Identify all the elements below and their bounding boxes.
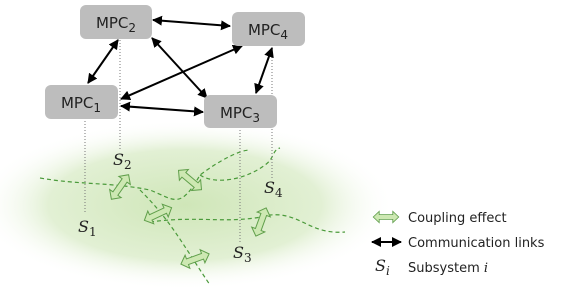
label: MPC — [248, 21, 280, 39]
legend: Coupling effect Communication links Si S… — [372, 211, 545, 278]
legend-text: Subsystem i — [408, 261, 488, 276]
mpc-node: MPC3 — [204, 95, 277, 128]
label: Subsystem — [408, 261, 480, 276]
mpc-node: MPC1 — [45, 85, 118, 119]
comm-link — [88, 40, 118, 83]
diagram: MPC2 MPC4 MPC1 MPC3 S2 S4 S1 S3 Coupling… — [0, 0, 587, 295]
label: MPC — [96, 14, 128, 32]
comm-link — [121, 46, 242, 99]
comm-link — [153, 20, 230, 26]
subscript: 1 — [89, 225, 97, 239]
mpc-node: MPC4 — [232, 12, 305, 46]
comm-link — [256, 48, 272, 93]
mpc-node: MPC2 — [80, 5, 152, 39]
subscript: 2 — [128, 21, 136, 35]
label: MPC — [220, 104, 252, 122]
label: S — [78, 217, 89, 236]
subscript: 4 — [280, 28, 288, 42]
label: S — [264, 178, 275, 197]
legend-text: Coupling effect — [408, 211, 507, 226]
variable: i — [484, 261, 488, 276]
label: S — [233, 243, 244, 262]
subsystem-area — [0, 120, 395, 290]
comm-link — [152, 38, 207, 98]
legend-text: Communication links — [408, 236, 545, 251]
subscript: i — [386, 264, 390, 278]
subscript: 1 — [93, 101, 101, 115]
subscript: 2 — [124, 158, 132, 172]
legend-symbol: Si — [375, 256, 390, 278]
label: S — [113, 150, 124, 169]
label: S — [375, 256, 386, 275]
subscript: 3 — [252, 111, 260, 125]
subscript: 4 — [275, 186, 283, 200]
comm-link — [121, 106, 203, 112]
label: MPC — [61, 94, 93, 112]
subscript: 3 — [244, 251, 252, 265]
